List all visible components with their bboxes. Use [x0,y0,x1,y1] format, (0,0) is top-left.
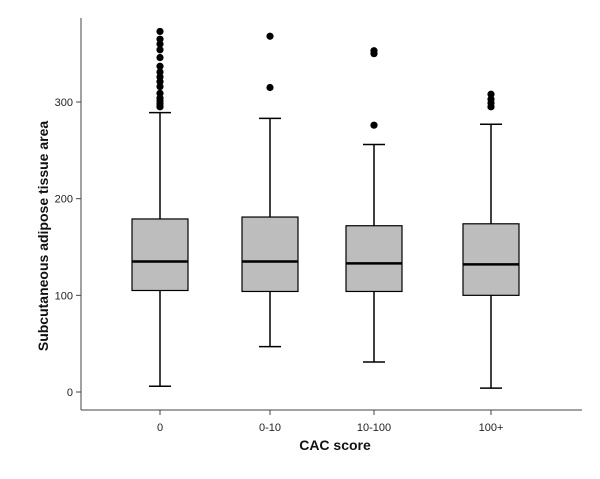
y-tick-label: 200 [55,194,73,206]
x-tick-label: 0 [157,422,163,434]
outlier-point [156,53,164,62]
outlier-point [370,121,378,129]
y-axis-title: Subcutaneous adipose tissue area [35,121,51,352]
outlier-point [156,89,164,97]
x-tick-label: 100+ [479,422,504,434]
x-tick-label: 0-10 [259,422,281,434]
box-group [345,47,403,363]
axes [76,18,582,415]
plot-marks [131,27,520,389]
outlier-point [266,32,274,40]
iqr-box [462,223,520,296]
outlier-point [156,62,164,70]
y-tick-label: 300 [55,97,73,109]
iqr-box [241,216,299,293]
outlier-point [156,46,164,54]
outlier-point [370,47,378,55]
tick-labels: 0 100 200 300 0 0-10 10-100 100+ [55,97,504,434]
outlier-point [156,35,164,43]
outlier-point [156,68,164,76]
y-tick-label: 0 [67,387,73,399]
outlier-point [487,90,495,98]
y-tick-label: 100 [55,290,73,302]
outlier-point [266,83,274,92]
outlier-point [156,27,164,36]
x-axis-title: CAC score [299,437,371,453]
box-group [462,90,520,389]
box-group [241,32,299,348]
iqr-box [345,225,403,293]
iqr-box [131,218,189,292]
x-tick-label: 10-100 [357,422,391,434]
box-group [131,27,189,387]
